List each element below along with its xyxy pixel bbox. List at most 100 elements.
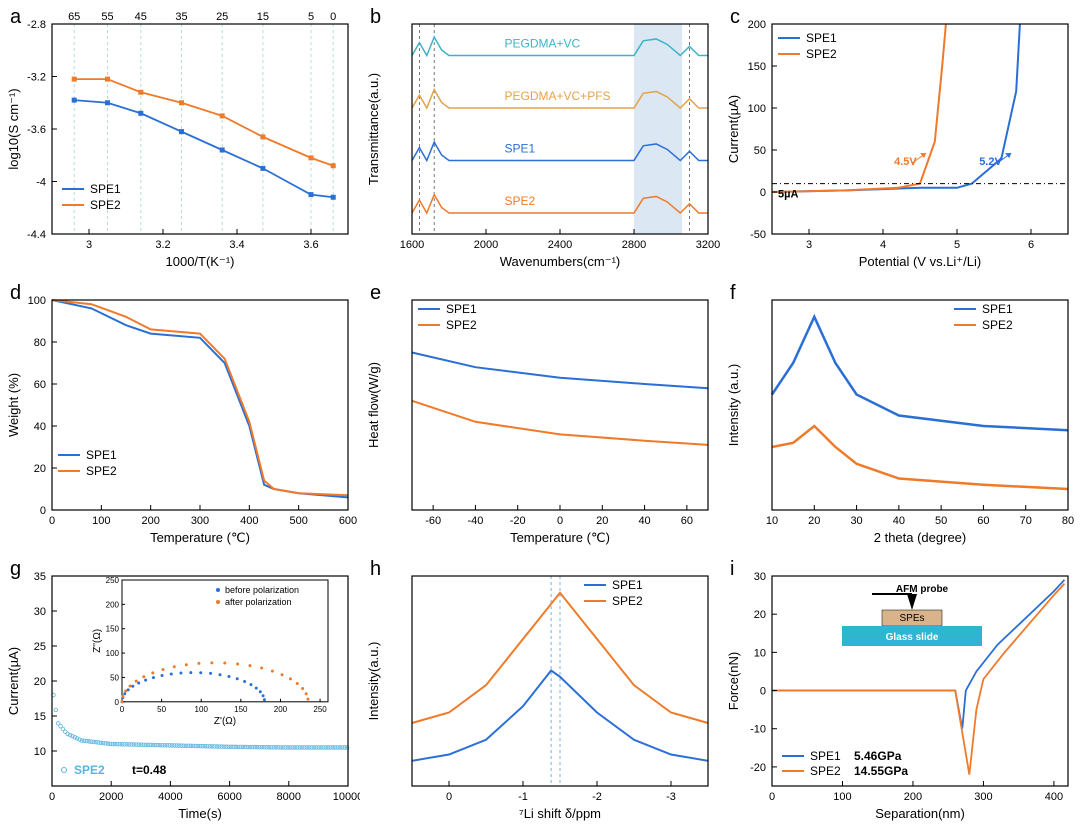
svg-text:SPE1: SPE1 bbox=[612, 578, 643, 592]
svg-text:2000: 2000 bbox=[99, 791, 123, 803]
svg-text:PEGDMA+VC: PEGDMA+VC bbox=[505, 37, 581, 51]
svg-text:65: 65 bbox=[68, 11, 80, 23]
svg-text:50: 50 bbox=[157, 705, 166, 714]
svg-text:10000: 10000 bbox=[333, 791, 360, 803]
svg-text:SPE2: SPE2 bbox=[74, 763, 105, 777]
svg-text:PEGDMA+VC+PFS: PEGDMA+VC+PFS bbox=[505, 89, 611, 103]
svg-text:0: 0 bbox=[115, 698, 120, 707]
svg-text:Current(µA): Current(µA) bbox=[6, 647, 21, 715]
svg-text:10: 10 bbox=[766, 515, 778, 527]
svg-text:100: 100 bbox=[195, 705, 209, 714]
svg-text:Time(s): Time(s) bbox=[178, 806, 222, 821]
svg-text:after polarization: after polarization bbox=[225, 597, 292, 607]
svg-text:100: 100 bbox=[748, 103, 766, 115]
svg-text:0: 0 bbox=[330, 11, 336, 23]
svg-text:50: 50 bbox=[935, 515, 947, 527]
chart-c: 5µA4.5V5.2V3456-50050100150200Potential … bbox=[724, 4, 1080, 276]
panel-g: g 0200040006000800010000101520253035Time… bbox=[4, 556, 360, 828]
panel-h-label: h bbox=[370, 558, 381, 581]
panel-e-label: e bbox=[370, 282, 381, 305]
svg-text:250: 250 bbox=[313, 705, 327, 714]
svg-text:Transmittance(a.u.): Transmittance(a.u.) bbox=[366, 73, 381, 185]
svg-text:6: 6 bbox=[1028, 239, 1034, 251]
svg-text:6000: 6000 bbox=[217, 791, 241, 803]
svg-text:-3.2: -3.2 bbox=[27, 72, 46, 84]
svg-text:150: 150 bbox=[234, 705, 248, 714]
svg-text:SPE2: SPE2 bbox=[446, 318, 477, 332]
panel-f: f 10203040506070802 theta (degree)Intens… bbox=[724, 280, 1080, 552]
svg-text:25: 25 bbox=[34, 641, 46, 653]
svg-text:2400: 2400 bbox=[548, 239, 572, 251]
svg-text:100: 100 bbox=[92, 515, 110, 527]
svg-text:15: 15 bbox=[257, 11, 269, 23]
svg-text:0: 0 bbox=[120, 705, 125, 714]
svg-text:SPE1: SPE1 bbox=[806, 31, 837, 45]
svg-text:30: 30 bbox=[34, 606, 46, 618]
svg-text:0: 0 bbox=[760, 187, 766, 199]
svg-text:-2: -2 bbox=[592, 791, 602, 803]
svg-text:100: 100 bbox=[28, 295, 46, 307]
svg-text:SPE1: SPE1 bbox=[505, 142, 536, 156]
svg-text:3: 3 bbox=[86, 239, 92, 251]
svg-text:40: 40 bbox=[34, 421, 46, 433]
svg-text:40: 40 bbox=[638, 515, 650, 527]
svg-text:SPE1: SPE1 bbox=[810, 749, 841, 763]
svg-text:80: 80 bbox=[1062, 515, 1074, 527]
svg-text:2000: 2000 bbox=[474, 239, 498, 251]
svg-text:Separation(nm): Separation(nm) bbox=[875, 806, 965, 821]
svg-text:SPE2: SPE2 bbox=[982, 318, 1013, 332]
panel-c: c 5µA4.5V5.2V3456-50050100150200Potentia… bbox=[724, 4, 1080, 276]
svg-text:-3.6: -3.6 bbox=[27, 124, 46, 136]
panel-a: a 6555453525155033.23.43.6-4.4-4-3.6-3.2… bbox=[4, 4, 360, 276]
svg-text:14.55GPa: 14.55GPa bbox=[854, 764, 908, 778]
svg-text:Potential (V vs.Li⁺/Li): Potential (V vs.Li⁺/Li) bbox=[859, 254, 981, 269]
svg-text:45: 45 bbox=[135, 11, 147, 23]
svg-text:Weight (%): Weight (%) bbox=[6, 373, 21, 437]
svg-text:60: 60 bbox=[34, 379, 46, 391]
svg-text:50: 50 bbox=[754, 145, 766, 157]
svg-text:Glass slide: Glass slide bbox=[886, 632, 939, 643]
chart-d: 0100200300400500600020406080100Temperatu… bbox=[4, 280, 360, 552]
svg-text:2 theta (degree): 2 theta (degree) bbox=[874, 530, 967, 545]
panel-i: i 0100200300400-20-100102030Separation(n… bbox=[724, 556, 1080, 828]
svg-text:300: 300 bbox=[191, 515, 209, 527]
svg-text:Intensity(a.u.): Intensity(a.u.) bbox=[366, 642, 381, 721]
svg-text:15: 15 bbox=[34, 711, 46, 723]
svg-text:10: 10 bbox=[754, 647, 766, 659]
panel-c-label: c bbox=[730, 6, 740, 29]
svg-text:SPE2: SPE2 bbox=[505, 194, 536, 208]
chart-h: 0-1-2-3⁷Li shift δ/ppmIntensity(a.u.)SPE… bbox=[364, 556, 720, 828]
svg-text:-20: -20 bbox=[510, 515, 526, 527]
panel-d: d 0100200300400500600020406080100Tempera… bbox=[4, 280, 360, 552]
panel-a-label: a bbox=[10, 6, 21, 29]
svg-text:SPE2: SPE2 bbox=[810, 764, 841, 778]
svg-text:Force(nN): Force(nN) bbox=[726, 652, 741, 711]
svg-text:0: 0 bbox=[760, 686, 766, 698]
svg-text:20: 20 bbox=[808, 515, 820, 527]
svg-text:0: 0 bbox=[557, 515, 563, 527]
svg-text:5µA: 5µA bbox=[778, 189, 798, 201]
svg-text:-60: -60 bbox=[425, 515, 441, 527]
svg-text:5: 5 bbox=[308, 11, 314, 23]
svg-text:SPE1: SPE1 bbox=[446, 302, 477, 316]
svg-text:Current(µA): Current(µA) bbox=[726, 95, 741, 163]
svg-text:3200: 3200 bbox=[696, 239, 720, 251]
svg-text:1600: 1600 bbox=[400, 239, 424, 251]
panel-g-label: g bbox=[10, 558, 21, 581]
svg-text:70: 70 bbox=[1020, 515, 1032, 527]
svg-text:SPE2: SPE2 bbox=[86, 464, 117, 478]
panel-h: h 0-1-2-3⁷Li shift δ/ppmIntensity(a.u.)S… bbox=[364, 556, 720, 828]
svg-text:0: 0 bbox=[49, 515, 55, 527]
panel-e: e -60-40-200204060Temperature (℃)Heat fl… bbox=[364, 280, 720, 552]
svg-text:100: 100 bbox=[106, 649, 120, 658]
svg-text:5.46GPa: 5.46GPa bbox=[854, 749, 902, 763]
svg-text:35: 35 bbox=[34, 571, 46, 583]
svg-text:20: 20 bbox=[596, 515, 608, 527]
chart-g: 0200040006000800010000101520253035Time(s… bbox=[4, 556, 360, 828]
svg-text:5: 5 bbox=[954, 239, 960, 251]
chart-a: 6555453525155033.23.43.6-4.4-4-3.6-3.2-2… bbox=[4, 4, 360, 276]
svg-text:150: 150 bbox=[106, 625, 120, 634]
panel-f-label: f bbox=[730, 282, 736, 305]
panel-b: b PEGDMA+VCPEGDMA+VC+PFSSPE1SPE216002000… bbox=[364, 4, 720, 276]
svg-text:t=0.48: t=0.48 bbox=[132, 763, 167, 777]
